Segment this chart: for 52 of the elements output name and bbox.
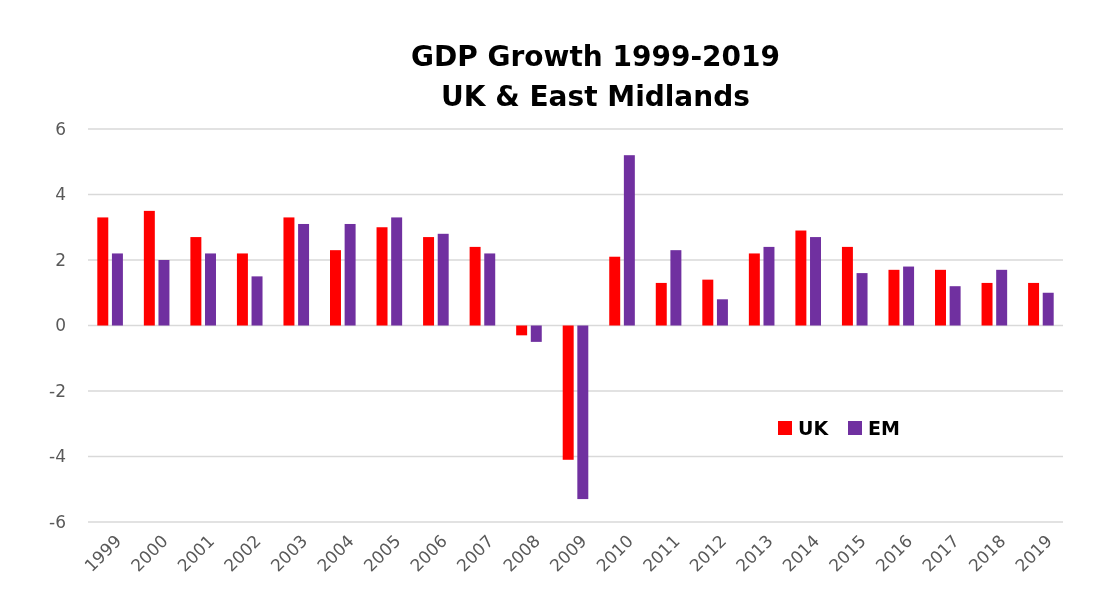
bar: [1042, 292, 1054, 326]
bar: [344, 223, 356, 326]
bar: [484, 253, 496, 326]
bar: [376, 227, 388, 326]
legend-label: UK: [798, 416, 830, 439]
bar: [97, 217, 109, 326]
y-tick-label: 0: [55, 315, 66, 336]
bar: [190, 237, 202, 326]
bar: [810, 237, 821, 326]
bar: [655, 282, 667, 326]
bar: [158, 260, 170, 326]
bar: [903, 266, 915, 326]
bar: [716, 299, 728, 326]
bar: [391, 217, 403, 326]
bar: [283, 217, 295, 326]
legend-label: EM: [868, 416, 900, 439]
bar: [298, 223, 310, 326]
bar: [437, 233, 449, 326]
bar: [763, 246, 775, 326]
bar: [1028, 282, 1040, 326]
bar: [748, 253, 760, 326]
bar: [888, 269, 900, 326]
bar: [609, 256, 621, 326]
bar: [702, 279, 714, 326]
bar: [205, 253, 216, 326]
bar: [469, 246, 481, 326]
bar: [111, 253, 123, 326]
bar: [670, 250, 682, 326]
bar: [423, 237, 435, 326]
y-tick-label: 2: [55, 249, 66, 270]
bar: [935, 269, 946, 326]
bar: [530, 325, 542, 342]
bar: [577, 325, 589, 500]
bar: [330, 250, 341, 326]
bar: [143, 210, 155, 326]
bar: [562, 325, 574, 460]
bar: [856, 273, 868, 326]
chart-title: GDP Growth 1999-2019 UK & East Midlands: [411, 40, 780, 113]
bar: [623, 155, 635, 326]
bar: [516, 325, 528, 336]
y-tick-label: -6: [49, 511, 66, 532]
y-tick-label: -2: [49, 380, 66, 401]
bar: [251, 276, 263, 326]
bar: [841, 246, 853, 326]
y-tick-label: 4: [55, 184, 66, 205]
bar: [236, 253, 248, 326]
bar: [996, 269, 1008, 326]
y-tick-label: -4: [49, 446, 66, 467]
bar: [795, 230, 807, 326]
bar: [981, 282, 993, 326]
y-tick-label: 6: [55, 118, 66, 139]
bar: [949, 286, 961, 326]
